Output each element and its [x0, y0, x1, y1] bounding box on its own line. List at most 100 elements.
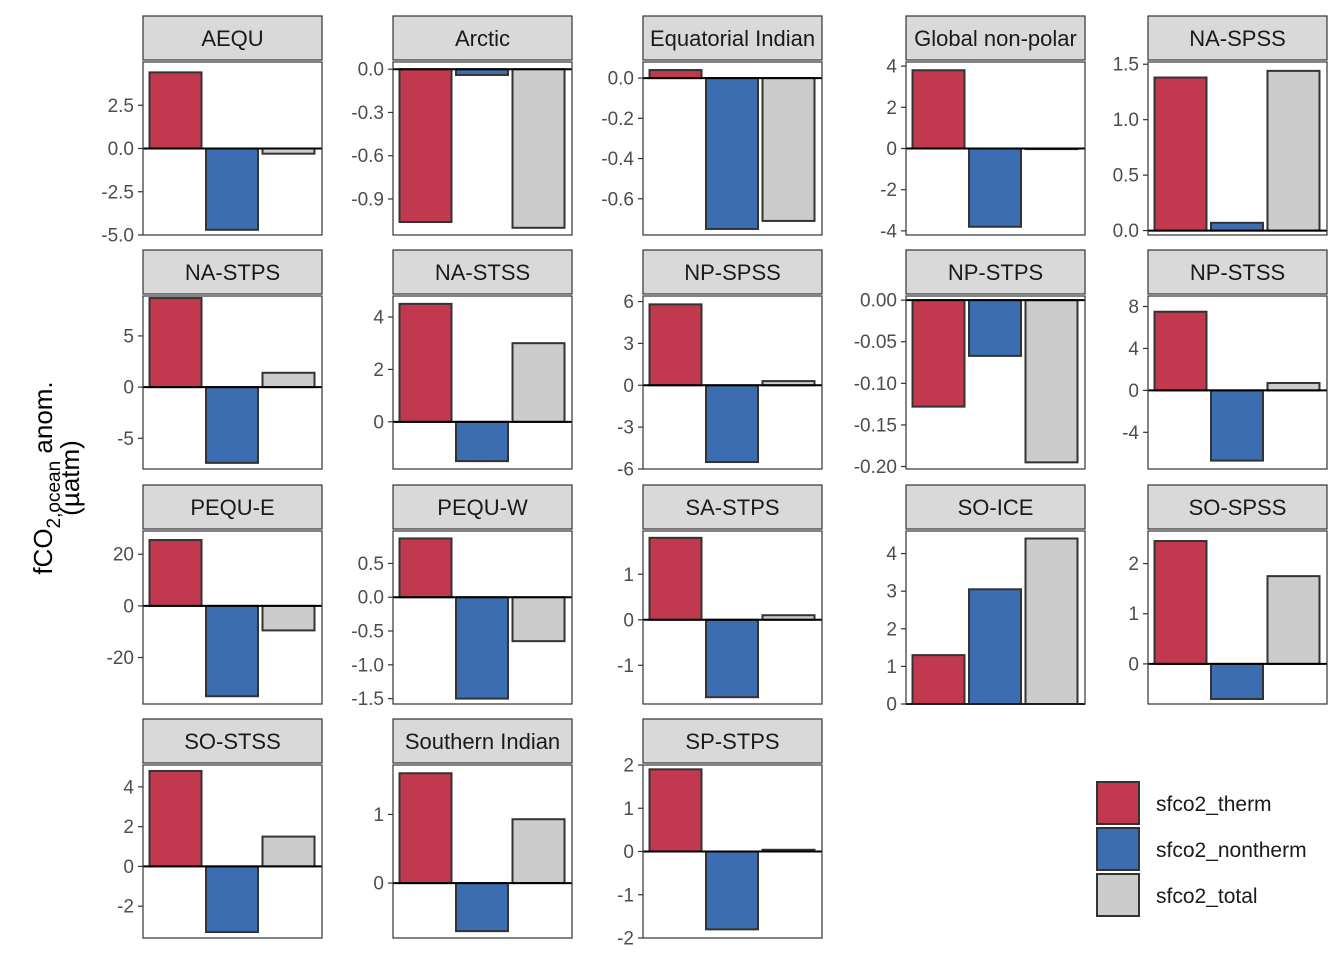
y-tick-label: -0.3 [351, 103, 384, 124]
facet-strip [642, 249, 823, 295]
bar-sfco2_therm [911, 69, 966, 150]
bar-sfco2_nontherm [455, 596, 509, 700]
facet-title: NA-SPSS [1189, 26, 1286, 51]
y-tick-label: 1 [886, 657, 897, 678]
bar-sfco2_therm [148, 769, 203, 868]
facet-title: Global non-polar [914, 26, 1077, 51]
facet-strip [1147, 15, 1328, 61]
y-tick-label: 2 [886, 619, 897, 640]
facet-panel: PEQU-W 0.5 0.0 -0.5 -1.0 -1.5 [351, 484, 573, 710]
y-tick-label: 0 [886, 139, 897, 160]
y-tick-label: 2 [373, 360, 384, 381]
facet-panel: Equatorial Indian 0.0 -0.2 -0.4 -0.6 [601, 15, 823, 236]
panel-border [392, 764, 573, 939]
y-tick-label: 4 [373, 307, 384, 328]
y-tick-label: -0.9 [351, 189, 384, 210]
bar-sfco2_total [511, 818, 566, 885]
y-tick-label: 0 [623, 842, 634, 863]
bar-sfco2_nontherm [705, 618, 759, 699]
y-tick-label: -2 [617, 929, 634, 950]
facet-title: SP-STPS [685, 729, 779, 754]
bar-sfco2_nontherm [968, 588, 1022, 705]
y-tick-label: 8 [1128, 297, 1139, 318]
y-tick-label: 0.0 [608, 69, 634, 90]
facet-strip [142, 484, 323, 530]
bar-sfco2_therm [398, 302, 453, 423]
bar-sfco2_nontherm [205, 147, 259, 231]
bar-sfco2_therm [1153, 310, 1208, 392]
facet-panel: AEQU 2.5 0.0 -2.5 -5.0 [101, 15, 323, 247]
facet-title: NA-STSS [435, 260, 530, 285]
y-tick-label: 0.5 [358, 554, 384, 575]
y-tick-label: 0 [123, 596, 134, 617]
y-tick-label: -0.05 [854, 332, 897, 353]
facet-strip [1147, 249, 1328, 295]
facet-title: NP-STSS [1190, 260, 1285, 285]
facet-strip [392, 718, 573, 764]
bar-sfco2_nontherm [705, 384, 759, 464]
bar-sfco2_therm [148, 71, 203, 150]
bar-sfco2_nontherm [968, 299, 1022, 357]
y-tick-label: -0.6 [601, 189, 634, 210]
y-tick-label: 0 [1128, 381, 1139, 402]
y-tick-label: -2 [117, 897, 134, 918]
y-tick-label: 0 [373, 412, 384, 433]
y-tick-label: -6 [617, 460, 634, 481]
y-tick-label: 4 [1128, 339, 1139, 360]
y-tick-label: -0.20 [854, 457, 897, 478]
y-tick-label: 2 [123, 817, 134, 838]
panel-border [142, 764, 323, 939]
y-tick-label: -5 [117, 429, 134, 450]
panel-border [1147, 530, 1328, 705]
y-tick-label: 3 [886, 582, 897, 603]
facet-title: SO-STSS [184, 729, 281, 754]
bar-sfco2_total [261, 371, 316, 389]
facet-strip [142, 249, 323, 295]
y-tick-label: -0.15 [854, 415, 897, 436]
facet-panel: NP-SPSS 6 3 0 -3 -6 [617, 249, 823, 481]
bar-sfco2_therm [398, 772, 453, 885]
y-tick-label: 0.0 [1113, 221, 1139, 242]
panel-border [642, 61, 823, 236]
panel-border [392, 295, 573, 470]
y-tick-label: 2.5 [108, 96, 134, 117]
y-tick-label: 1 [623, 799, 634, 820]
y-tick-label: 4 [886, 57, 897, 78]
y-tick-label: -1.0 [351, 655, 384, 676]
bar-sfco2_total [1266, 69, 1321, 232]
y-axis-title-line2: (µatm) [55, 440, 85, 516]
bar-sfco2_nontherm [455, 882, 509, 933]
y-tick-label: 2 [623, 756, 634, 777]
y-tick-label: 1 [373, 805, 384, 826]
y-tick-label: 2 [886, 98, 897, 119]
y-tick-label: 0.00 [860, 291, 897, 312]
bar-sfco2_therm [648, 69, 703, 80]
y-tick-label: -0.10 [854, 374, 897, 395]
bar-sfco2_total [511, 596, 566, 643]
bar-sfco2_total [761, 77, 816, 222]
bar-sfco2_total [511, 68, 566, 229]
facet-panel: NA-SPSS 1.5 1.0 0.5 0.0 [1113, 15, 1328, 242]
y-axis-title-line1: fCO2,ocean anom. [28, 381, 65, 574]
facet-title: AEQU [201, 26, 263, 51]
panel-border [142, 295, 323, 470]
legend-key-sfco2_therm [1096, 781, 1140, 825]
y-tick-label: -4 [880, 221, 897, 242]
y-tick-label: 0 [123, 857, 134, 878]
bar-sfco2_therm [148, 539, 203, 607]
y-tick-label: 4 [123, 777, 134, 798]
bar-sfco2_total [261, 604, 316, 632]
facet-strip [642, 15, 823, 61]
y-tick-label: 0 [623, 376, 634, 397]
y-tick-label: -2 [880, 180, 897, 201]
bar-sfco2_nontherm [705, 850, 759, 931]
facet-title: Southern Indian [405, 729, 560, 754]
facet-title: SA-STPS [685, 495, 779, 520]
legend-key-sfco2_total [1096, 873, 1140, 917]
bar-sfco2_total [1266, 382, 1321, 392]
y-tick-label: -4 [1122, 423, 1139, 444]
bar-sfco2_total [1266, 575, 1321, 665]
bar-sfco2_total [261, 835, 316, 868]
facet-title: SO-SPSS [1189, 495, 1287, 520]
panel-border [392, 530, 573, 705]
